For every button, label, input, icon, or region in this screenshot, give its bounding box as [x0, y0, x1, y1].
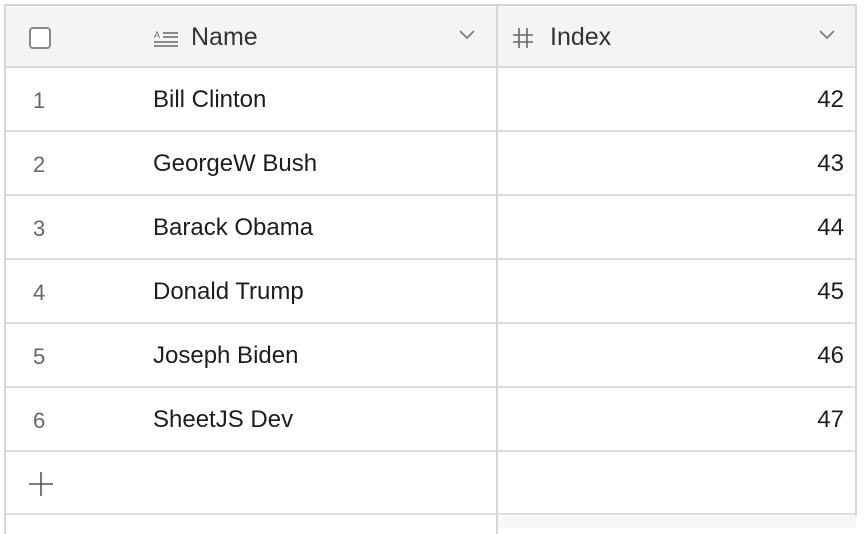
- chevron-down-icon[interactable]: [818, 28, 836, 40]
- name-cell[interactable]: Joseph Biden: [153, 342, 299, 369]
- plus-icon[interactable]: [28, 471, 54, 497]
- table-row[interactable]: 3 Barack Obama 44: [5, 196, 856, 260]
- right-border: [855, 4, 857, 516]
- table-row[interactable]: 5 Joseph Biden 46: [5, 324, 856, 388]
- name-cell[interactable]: SheetJS Dev: [153, 406, 294, 433]
- table-row[interactable]: 4 Donald Trump 45: [5, 260, 856, 324]
- text-lines-icon: A: [154, 30, 178, 47]
- add-row[interactable]: [5, 452, 856, 515]
- table-row[interactable]: 1 Bill Clinton 42: [5, 68, 856, 132]
- table-row[interactable]: 6 SheetJS Dev 47: [5, 388, 856, 452]
- name-cell[interactable]: GeorgeW Bush: [153, 150, 318, 177]
- row-number: 5: [33, 344, 46, 369]
- name-cell[interactable]: Donald Trump: [153, 278, 304, 305]
- column-header-name[interactable]: Name: [191, 23, 258, 51]
- row-number: 1: [33, 88, 46, 113]
- index-cell[interactable]: 45: [817, 278, 844, 305]
- column-header-index[interactable]: Index: [550, 23, 612, 51]
- hash-icon: [513, 28, 533, 48]
- header-row: A Name Index: [5, 4, 856, 68]
- index-cell[interactable]: 47: [817, 406, 844, 433]
- chevron-down-icon[interactable]: [458, 28, 476, 40]
- row-number: 4: [33, 280, 46, 305]
- name-cell[interactable]: Barack Obama: [153, 214, 314, 241]
- svg-text:A: A: [154, 30, 160, 40]
- table-row[interactable]: 2 GeorgeW Bush 43: [5, 132, 856, 196]
- empty-area: [498, 516, 856, 528]
- select-all-checkbox[interactable]: [29, 27, 51, 49]
- index-cell[interactable]: 44: [817, 214, 844, 241]
- index-cell[interactable]: 42: [817, 86, 844, 113]
- index-cell[interactable]: 46: [817, 342, 844, 369]
- left-border: [4, 4, 6, 534]
- column-divider[interactable]: [496, 4, 498, 534]
- name-cell[interactable]: Bill Clinton: [153, 86, 267, 113]
- row-number: 2: [33, 152, 46, 177]
- index-cell[interactable]: 43: [817, 150, 844, 177]
- row-number: 6: [33, 408, 46, 433]
- row-number: 3: [33, 216, 46, 241]
